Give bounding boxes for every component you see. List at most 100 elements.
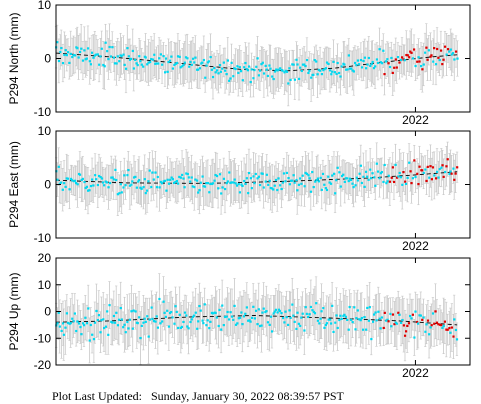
- data-point: [244, 312, 247, 315]
- data-point: [217, 187, 220, 190]
- data-point: [197, 191, 200, 194]
- data-point: [58, 325, 61, 328]
- data-point: [329, 182, 333, 185]
- data-point: [221, 67, 224, 70]
- data-point: [151, 317, 154, 320]
- data-point: [386, 318, 389, 321]
- data-point: [185, 314, 188, 317]
- data-point: [76, 47, 79, 50]
- recent-data-point: [390, 176, 393, 179]
- data-point: [72, 320, 75, 323]
- data-point: [85, 57, 88, 60]
- data-point: [241, 184, 244, 188]
- data-point: [398, 313, 401, 316]
- data-point: [250, 187, 253, 190]
- data-point: [236, 322, 239, 325]
- recent-data-point: [388, 180, 392, 183]
- data-point: [260, 324, 263, 327]
- data-point: [252, 175, 255, 178]
- data-point: [398, 171, 401, 175]
- data-point: [160, 182, 164, 185]
- data-point: [69, 322, 72, 325]
- data-point: [239, 316, 242, 319]
- data-point: [336, 326, 339, 330]
- data-point: [324, 67, 328, 70]
- data-point: [356, 59, 360, 62]
- data-point: [261, 311, 264, 314]
- data-point: [151, 171, 154, 174]
- data-point: [293, 320, 296, 323]
- data-point: [282, 316, 285, 320]
- data-point: [316, 319, 320, 322]
- data-point: [96, 53, 99, 56]
- data-point: [190, 63, 193, 66]
- data-point: [76, 320, 79, 323]
- data-point: [110, 320, 113, 323]
- data-point: [89, 184, 93, 188]
- data-point: [68, 188, 71, 191]
- data-point: [368, 306, 371, 309]
- data-point: [394, 321, 397, 324]
- data-point: [358, 172, 361, 175]
- data-point: [98, 63, 101, 66]
- data-point: [369, 64, 372, 67]
- data-point: [282, 172, 286, 175]
- data-point: [108, 304, 111, 307]
- data-point: [94, 174, 97, 177]
- data-point: [289, 316, 292, 320]
- data-point: [376, 61, 380, 65]
- data-point: [359, 58, 363, 62]
- recent-data-point: [410, 51, 413, 54]
- data-point: [61, 322, 65, 325]
- data-point: [311, 309, 314, 312]
- data-point: [334, 321, 337, 324]
- data-point: [355, 64, 358, 67]
- data-point: [88, 339, 91, 342]
- data-point: [303, 185, 306, 188]
- data-point: [347, 54, 350, 57]
- data-point: [182, 177, 185, 180]
- data-point: [328, 318, 332, 321]
- data-point: [312, 185, 315, 189]
- data-point: [285, 70, 289, 73]
- recent-data-point: [406, 324, 409, 328]
- data-point: [370, 62, 373, 66]
- data-point: [178, 55, 181, 58]
- data-point: [297, 322, 300, 325]
- recent-data-point: [405, 53, 408, 57]
- y-tick-label: 10: [38, 278, 52, 292]
- data-point: [366, 306, 369, 310]
- data-point: [102, 63, 105, 67]
- data-point: [84, 186, 87, 190]
- data-point: [320, 73, 324, 76]
- data-point: [100, 319, 103, 322]
- data-point: [390, 325, 393, 328]
- data-point: [257, 175, 261, 178]
- data-point: [346, 318, 349, 321]
- data-point: [183, 186, 186, 189]
- panel-3: 20 10 0 -10 -20 2022 P294 Up (mm): [7, 251, 471, 380]
- recent-data-point: [433, 47, 436, 50]
- data-point: [56, 178, 59, 181]
- data-point: [218, 64, 222, 67]
- data-point: [97, 174, 101, 178]
- y-tick-label: 20: [38, 251, 52, 265]
- data-point: [410, 317, 413, 320]
- data-point: [249, 80, 252, 84]
- footer-label: Plot Last Updated:: [52, 389, 142, 403]
- data-point: [202, 58, 206, 62]
- data-point: [226, 180, 229, 183]
- data-point: [167, 325, 171, 328]
- data-point: [245, 68, 248, 71]
- data-point: [287, 176, 290, 180]
- data-point: [222, 323, 225, 327]
- data-point: [73, 312, 76, 315]
- data-point: [223, 187, 227, 191]
- data-point: [299, 66, 302, 69]
- data-point: [86, 47, 90, 50]
- data-point: [179, 66, 182, 69]
- data-point: [206, 182, 210, 185]
- data-point: [268, 64, 271, 67]
- data-point: [213, 179, 216, 182]
- data-point: [156, 175, 159, 179]
